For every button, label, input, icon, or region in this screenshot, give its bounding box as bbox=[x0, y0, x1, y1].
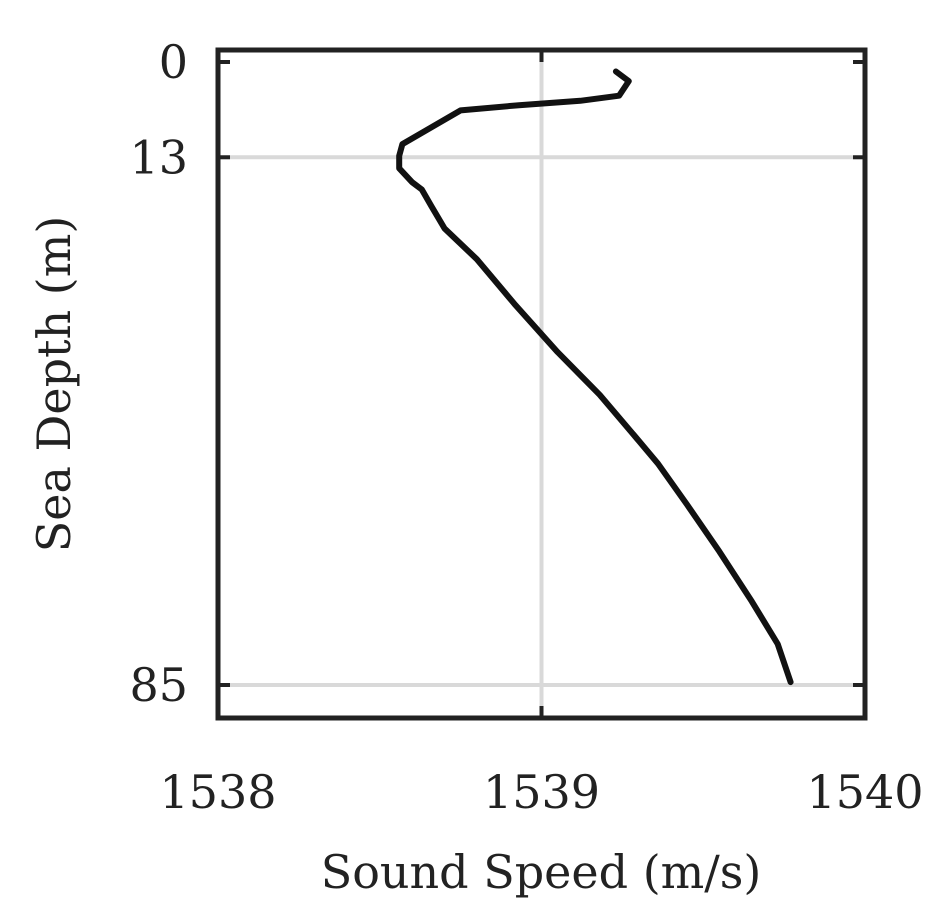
x-tick-labels: 1538 1539 1540 bbox=[159, 765, 923, 819]
data-series bbox=[396, 68, 794, 686]
x-axis-label: Sound Speed (m/s) bbox=[321, 845, 762, 899]
axis-ticks bbox=[216, 50, 867, 718]
y-tick-label: 85 bbox=[129, 658, 188, 712]
y-tick-label: 0 bbox=[159, 35, 188, 89]
y-tick-label: 13 bbox=[129, 130, 188, 184]
sound-speed-profile-line bbox=[396, 68, 794, 686]
x-tick-label: 1539 bbox=[483, 765, 600, 819]
grid-lines bbox=[218, 50, 865, 718]
x-tick-label: 1538 bbox=[159, 765, 276, 819]
y-axis-label: Sea Depth (m) bbox=[27, 216, 81, 553]
x-tick-label: 1540 bbox=[806, 765, 923, 819]
y-tick-labels: 0 13 85 bbox=[129, 35, 188, 712]
